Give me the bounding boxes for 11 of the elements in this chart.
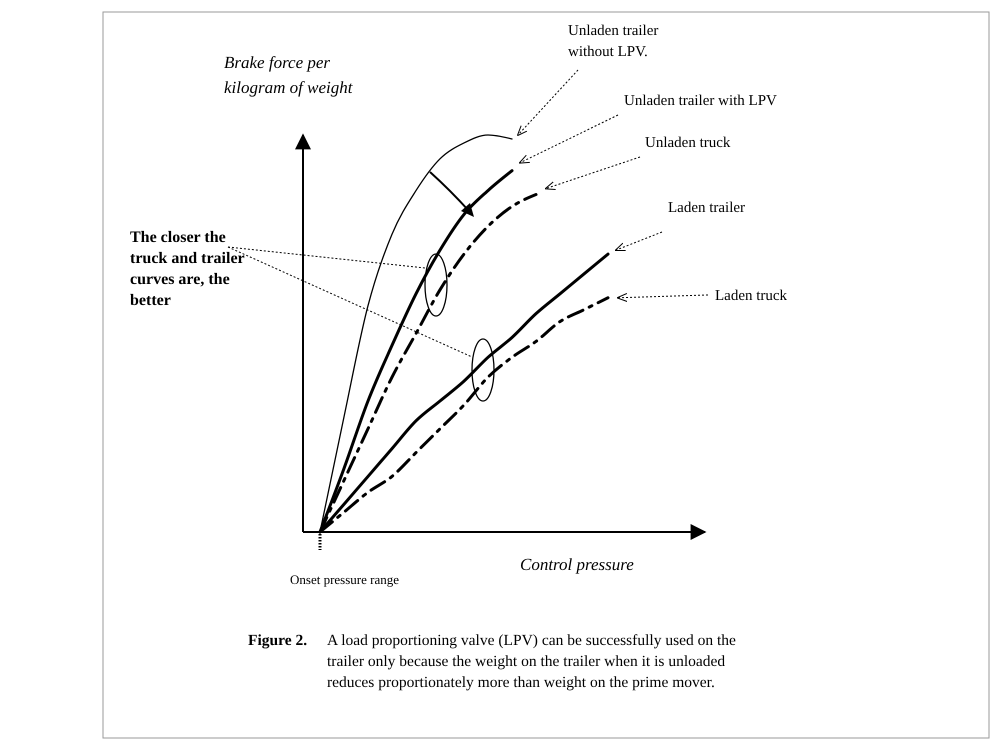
text: The closer the truck and trailer curves are, the better: [130, 229, 245, 309]
text: A load proportioning valve (LPV) can be successfully used on the trailer only because the weight on the trailer when it is unloaded reduces proportionately more than weight on the prime mover.: [327, 632, 736, 691]
text: Unladen truck: [645, 135, 731, 151]
text: Laden truck: [715, 288, 788, 304]
text: Unladen trailer with LPV: [624, 93, 778, 109]
text: Unladen trailer without LPV.: [568, 23, 658, 60]
caption: Figure 2.: [248, 632, 308, 649]
text: Onset pressure range: [290, 572, 400, 587]
y-axis-title: Brake force per kilogram of weight: [224, 53, 354, 97]
text: Laden trailer: [668, 200, 746, 216]
x-axis-title: Control pressure: [520, 555, 634, 574]
